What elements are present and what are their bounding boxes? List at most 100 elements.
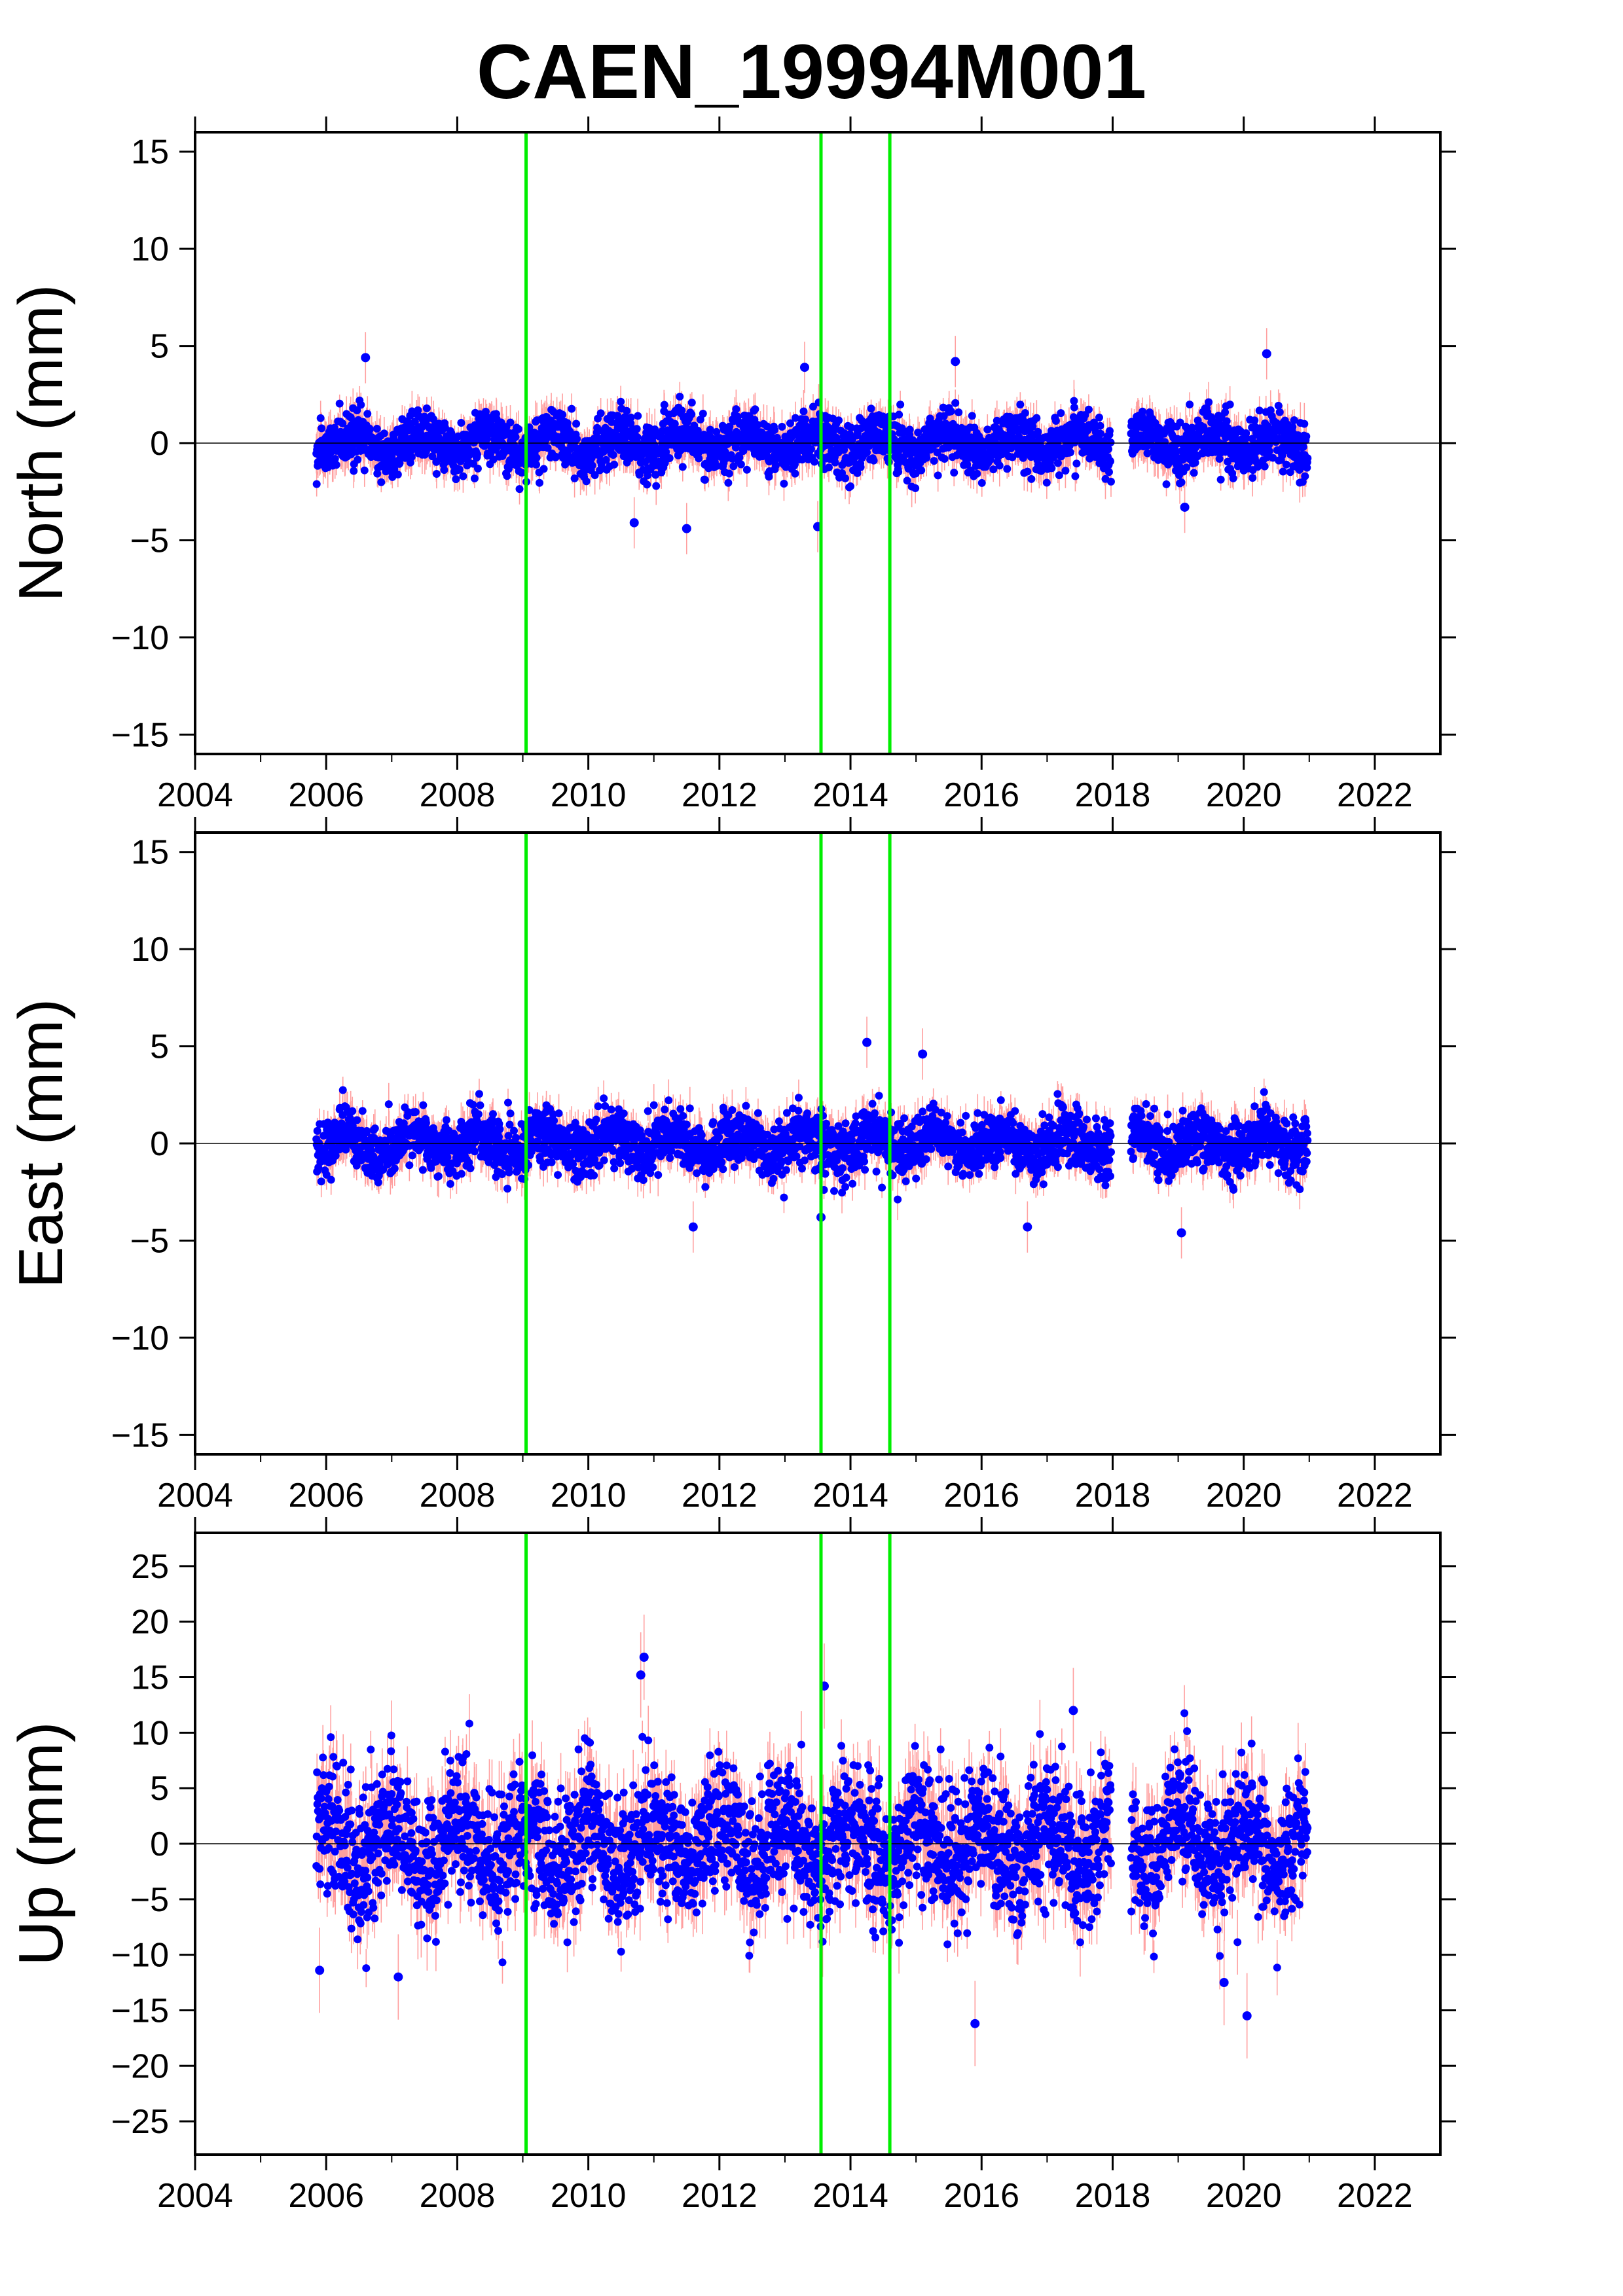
- data-point: [633, 433, 642, 442]
- data-point: [905, 425, 914, 434]
- data-point: [825, 463, 833, 472]
- data-point: [539, 465, 548, 473]
- data-point: [778, 423, 786, 431]
- data-point: [922, 454, 931, 462]
- data-point: [699, 410, 707, 418]
- data-point: [570, 474, 579, 482]
- data-point: [732, 405, 740, 414]
- data-point: [903, 476, 911, 485]
- data-point: [786, 419, 794, 427]
- chart-panel-north: 2004 2006 2008 2010 2012 2014 2016 2018 2020 2022…: [6, 117, 1456, 814]
- data-point: [623, 406, 631, 415]
- data-point: [926, 414, 934, 423]
- data-point: [914, 428, 922, 437]
- data-point: [373, 425, 381, 433]
- data-point: [801, 415, 809, 423]
- data-point: [558, 410, 567, 419]
- data-point: [695, 454, 703, 463]
- data-point: [780, 480, 788, 488]
- data-point: [754, 421, 762, 429]
- data-point: [644, 471, 652, 480]
- data-point: [380, 429, 388, 438]
- data-point: [950, 469, 958, 477]
- data-point: [678, 406, 686, 415]
- data-point: [810, 457, 818, 466]
- data-point: [856, 463, 865, 471]
- data-point: [687, 399, 696, 407]
- data-point: [452, 475, 460, 484]
- data-point: [602, 456, 610, 464]
- data-point: [318, 424, 326, 433]
- data-point: [847, 482, 855, 491]
- data-points: [312, 349, 1312, 533]
- data-point: [790, 460, 799, 469]
- data-point: [428, 452, 437, 461]
- data-point: [350, 467, 358, 475]
- data-point: [591, 471, 599, 480]
- data-point: [568, 404, 576, 413]
- data-point: [831, 458, 839, 467]
- data-point: [911, 484, 920, 492]
- data-point: [596, 409, 605, 418]
- data-point: [955, 408, 963, 417]
- data-point: [966, 466, 975, 475]
- data-point: [609, 451, 617, 459]
- data-point: [809, 403, 817, 411]
- data-point: [481, 408, 490, 416]
- data-point: [617, 397, 625, 406]
- data-point: [895, 410, 903, 419]
- data-point: [473, 450, 481, 459]
- data-point: [933, 448, 941, 457]
- data-point: [432, 470, 441, 478]
- data-point: [687, 410, 696, 418]
- data-point: [896, 401, 905, 409]
- data-point: [393, 470, 402, 478]
- data-point: [701, 476, 709, 484]
- data-point: [973, 469, 981, 478]
- data-point: [651, 425, 659, 433]
- data-point: [968, 412, 976, 420]
- data-point: [678, 463, 687, 471]
- data-point: [515, 485, 524, 493]
- data-point: [725, 469, 733, 478]
- data-point: [506, 418, 515, 427]
- data-point: [572, 420, 581, 428]
- data-point: [791, 414, 799, 422]
- data-point: [532, 460, 541, 469]
- data-point: [365, 425, 374, 434]
- data-point: [696, 416, 704, 424]
- data-point: [610, 460, 619, 469]
- data-point: [335, 399, 344, 408]
- data-point: [771, 461, 780, 470]
- data-point: [660, 401, 668, 409]
- data-point: [536, 478, 544, 487]
- data-point: [652, 482, 661, 490]
- data-point: [725, 422, 734, 431]
- data-point: [947, 407, 955, 416]
- data-point: [473, 464, 482, 473]
- data-point: [414, 406, 422, 414]
- data-point: [940, 455, 949, 463]
- data-point: [573, 435, 581, 443]
- page-title: CAEN_19994M001: [476, 29, 1147, 115]
- data-point: [511, 433, 520, 441]
- data-point: [712, 427, 721, 436]
- data-point: [841, 474, 850, 482]
- data-point: [665, 454, 674, 463]
- data-point: [489, 456, 498, 464]
- data-point: [563, 419, 572, 427]
- data-point: [455, 465, 464, 474]
- data-point: [552, 452, 560, 461]
- data-point: [363, 410, 372, 418]
- data-point: [566, 427, 574, 436]
- data-point: [963, 460, 972, 469]
- data-point: [407, 453, 416, 461]
- data-point: [354, 456, 362, 464]
- data-point: [651, 471, 660, 479]
- data-point: [331, 454, 339, 463]
- data-point: [867, 404, 875, 413]
- data-point: [332, 461, 340, 469]
- data-point: [742, 465, 751, 474]
- data-point: [676, 392, 684, 401]
- data-point: [751, 405, 759, 414]
